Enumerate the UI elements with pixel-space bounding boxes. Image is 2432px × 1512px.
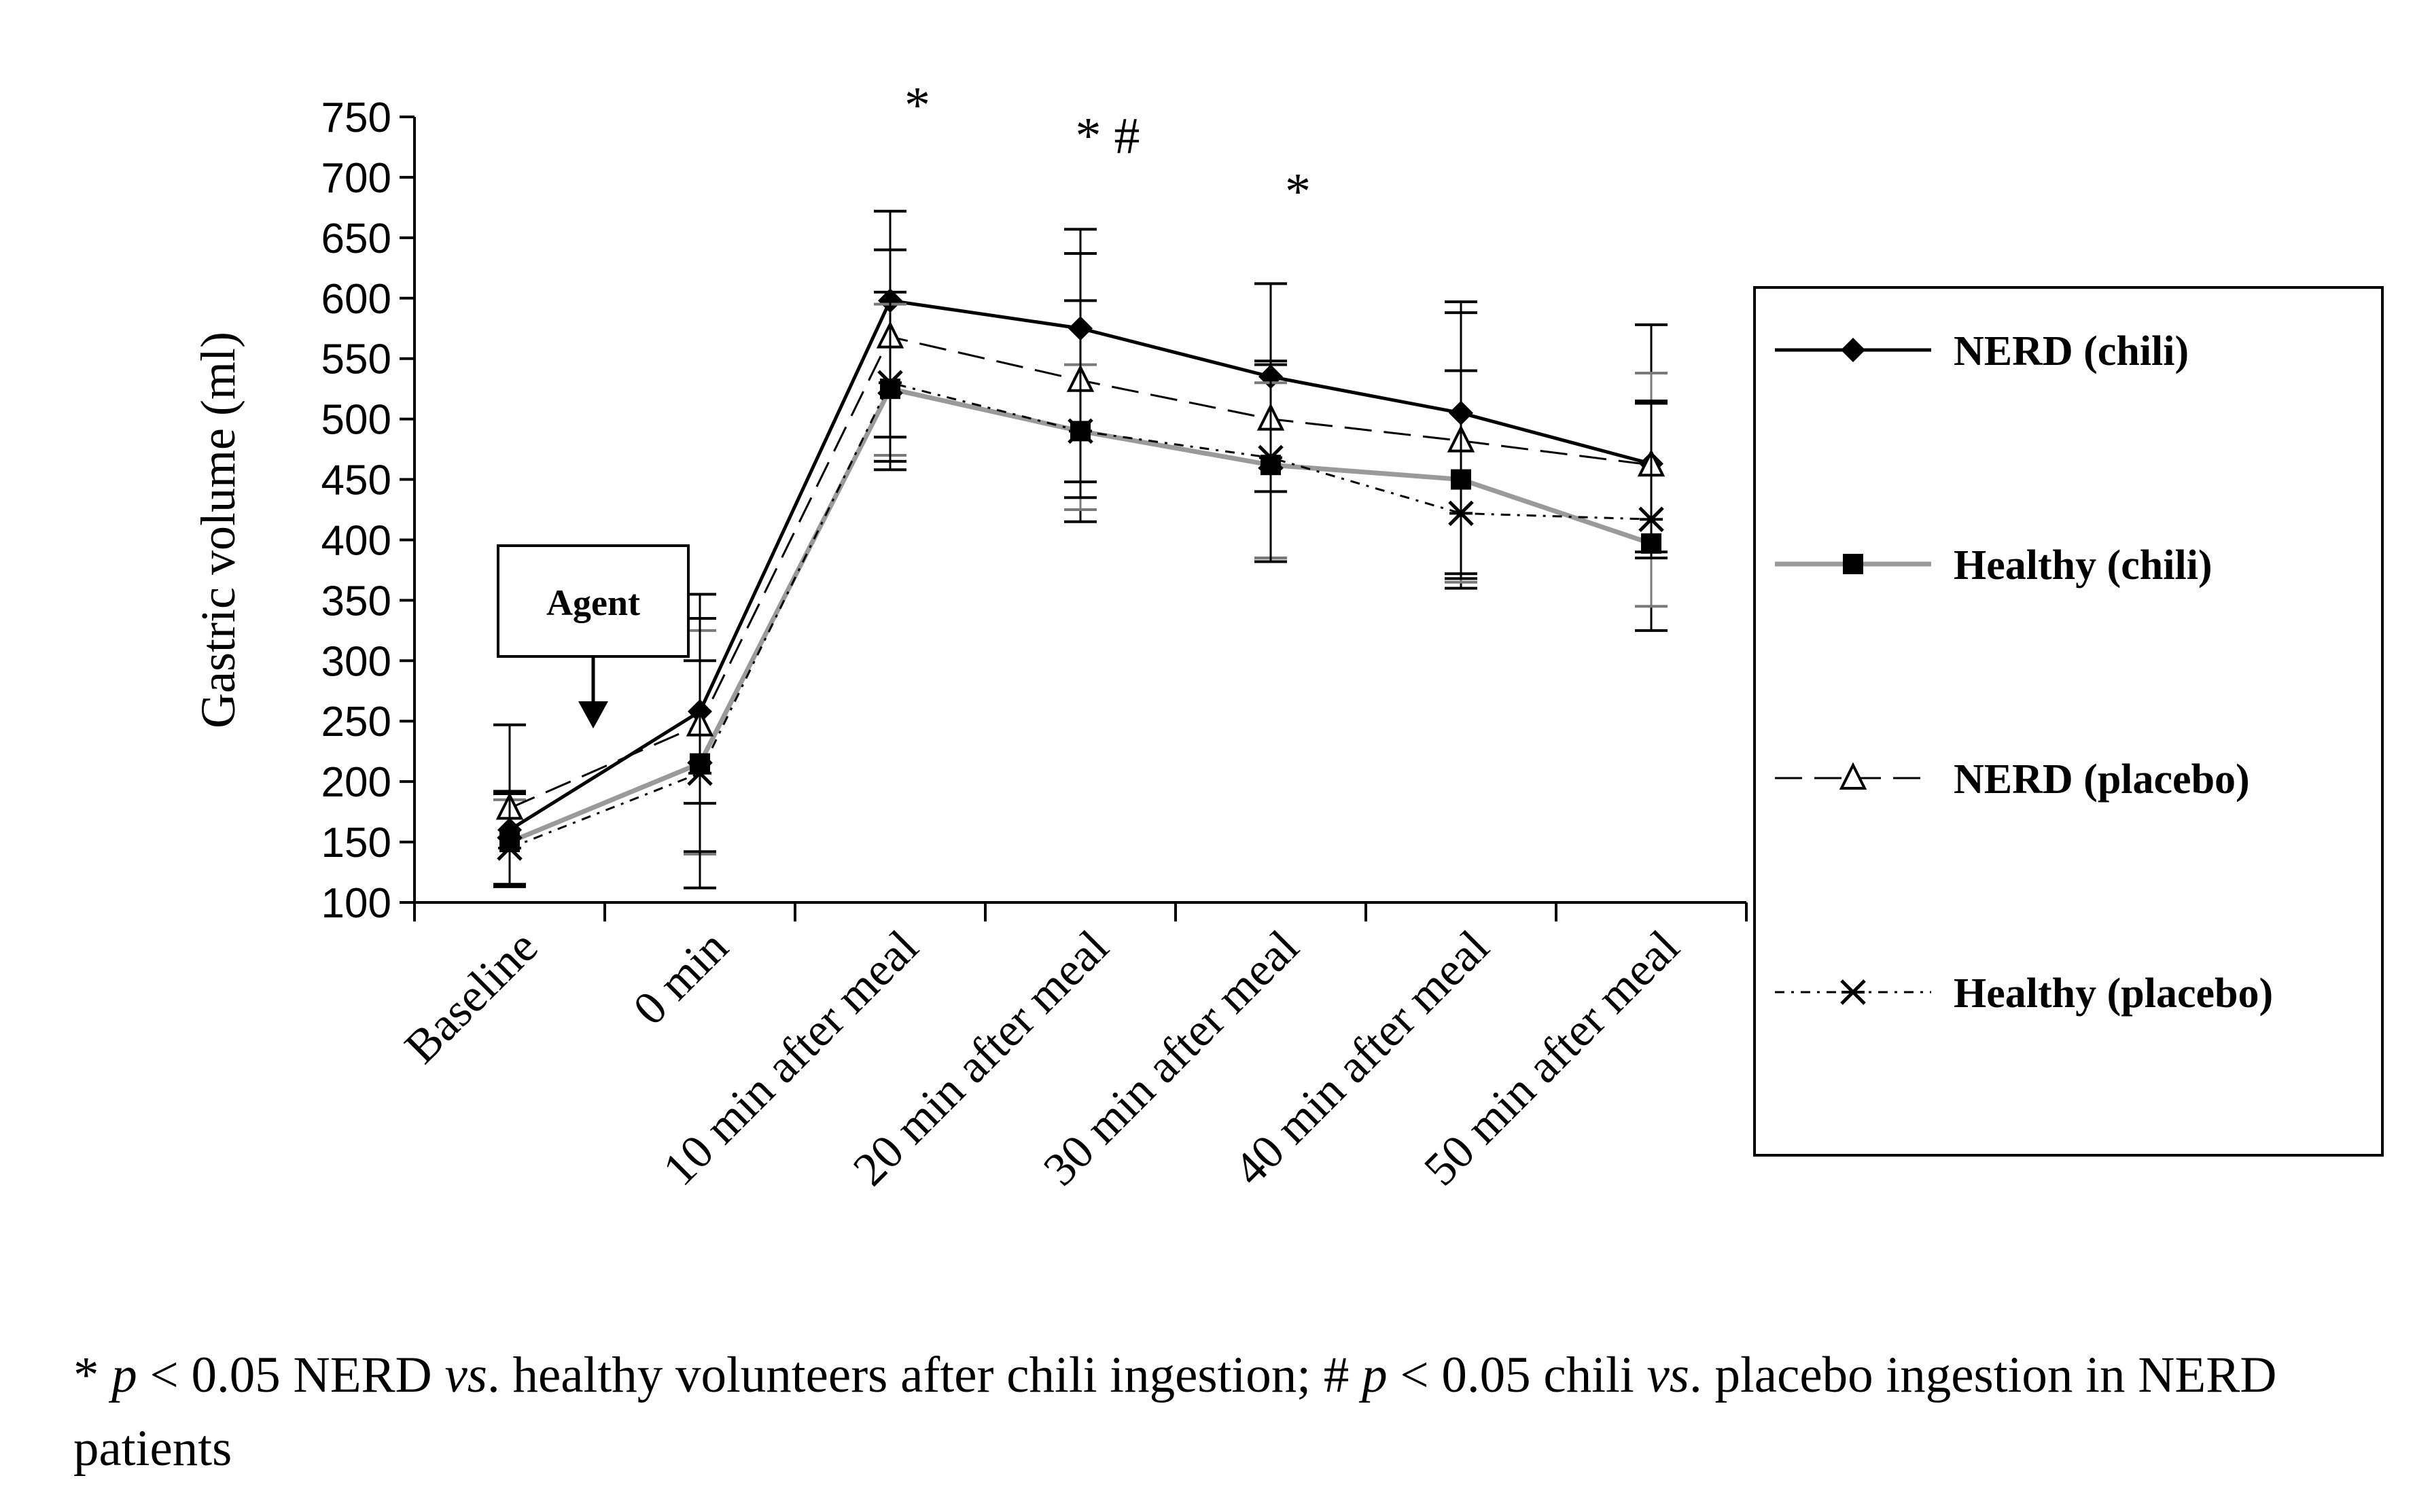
y-tick-label: 600 [321,276,391,323]
legend-label: Healthy (chili) [1954,542,2213,588]
y-tick-label: 100 [321,880,391,927]
y-tick-label: 350 [321,578,391,625]
y-axis-title: Gastric volume (ml) [191,332,245,728]
y-tick-label: 650 [321,215,391,262]
legend-label: Healthy (placebo) [1954,970,2273,1017]
legend-item: Healthy (chili) [1775,542,2213,588]
y-tick-label: 500 [321,397,391,444]
significance-marker: * [904,77,930,134]
significance-marker: * [1285,163,1311,220]
significance-annotations: * * # * [904,77,1311,220]
agent-label: Agent [546,582,640,623]
data-point [1448,500,1474,527]
footnote-part: < 0.05 chili [1387,1347,1647,1403]
data-point [1258,444,1284,471]
footnote-part: * [73,1347,112,1403]
y-tick-label: 150 [321,820,391,866]
y-tick-label: 250 [321,699,391,745]
y-tick-label: 550 [321,336,391,383]
y-tick-label: 450 [321,457,391,504]
agent-arrow-head [578,701,608,728]
footnote-part: . healthy volunteers after chili ingesti… [487,1347,1362,1403]
legend-item: Healthy (placebo) [1775,970,2273,1017]
footnote: * p < 0.05 NERD vs. healthy volunteers a… [73,1339,2397,1485]
legend: NERD (chili) Healthy (chili) NERD (placebo… [1753,286,2384,1157]
footnote-part: vs [444,1347,487,1403]
y-tick-label: 300 [321,638,391,685]
data-point [687,760,713,786]
footnote-part: vs [1646,1347,1689,1403]
legend-label: NERD (placebo) [1954,756,2250,803]
agent-callout: Agent [497,544,690,728]
x-category-label: Baseline [395,921,548,1074]
legend-box [1753,286,2384,1157]
data-point [497,835,523,861]
series-layer [493,209,1668,890]
y-tick-label: 700 [321,155,391,202]
y-tick-label: 200 [321,759,391,806]
footnote-part: < 0.05 NERD [137,1347,445,1403]
legend-item: NERD (chili) [1775,328,2189,374]
data-point [1068,418,1093,444]
y-tick-label: 400 [321,517,391,564]
y-tick-label: 750 [321,94,391,141]
footnote-part: p [1362,1347,1388,1403]
legend-marker [1843,554,1863,574]
series-3 [493,290,1668,890]
legend-marker [1839,762,1867,790]
data-point [1638,506,1664,532]
agent-box [497,544,690,658]
legend-label: NERD (chili) [1954,328,2189,374]
legend-marker [1840,979,1866,1005]
data-point [877,370,903,396]
legend-marker [1841,338,1865,362]
footnote-part: p [111,1347,137,1403]
significance-marker: * # [1076,107,1140,164]
legend-item: NERD (placebo) [1775,756,2250,803]
footnote-part: . placebo ingestion in NERD patients [73,1347,2277,1477]
x-category-label: 0 min [624,921,739,1036]
